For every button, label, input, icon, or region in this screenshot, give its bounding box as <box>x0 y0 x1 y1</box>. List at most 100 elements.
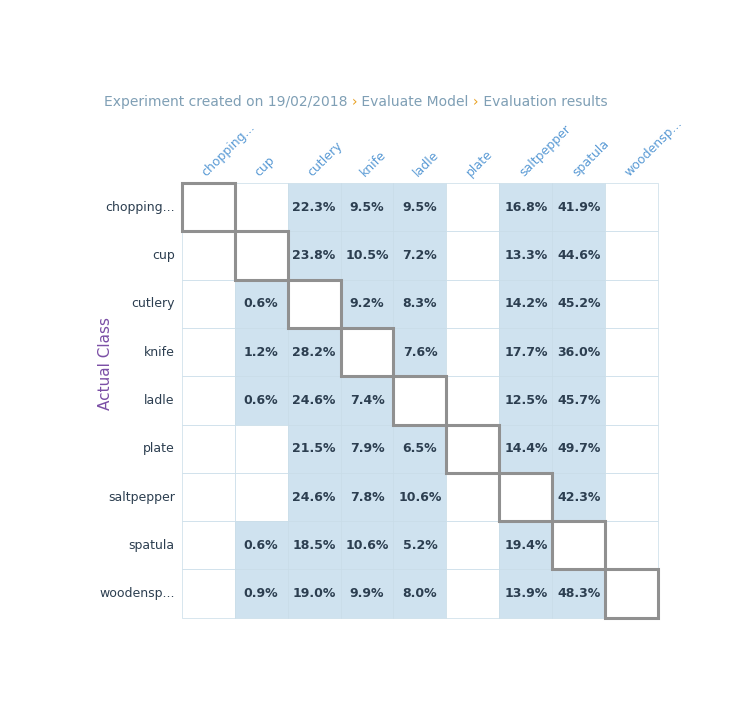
Text: ladle: ladle <box>411 148 442 179</box>
Bar <box>393 376 446 425</box>
Bar <box>446 376 499 425</box>
Bar <box>182 473 235 521</box>
Bar <box>446 425 499 473</box>
Bar <box>341 328 393 376</box>
Text: 21.5%: 21.5% <box>292 442 336 455</box>
Text: ›: › <box>352 95 357 109</box>
Bar <box>235 473 288 521</box>
Text: spatula: spatula <box>129 539 175 551</box>
Bar <box>341 232 393 280</box>
Text: 42.3%: 42.3% <box>557 490 600 503</box>
Text: 18.5%: 18.5% <box>293 539 336 551</box>
Text: 16.8%: 16.8% <box>505 201 548 214</box>
Text: cutlery: cutlery <box>131 298 175 311</box>
Text: 9.5%: 9.5% <box>402 201 437 214</box>
Text: 9.9%: 9.9% <box>350 587 385 600</box>
Text: 28.2%: 28.2% <box>293 346 336 359</box>
Text: 7.4%: 7.4% <box>350 394 385 407</box>
Bar <box>499 473 552 521</box>
Text: 19.0%: 19.0% <box>293 587 336 600</box>
Text: 44.6%: 44.6% <box>557 249 600 262</box>
Bar <box>235 425 288 473</box>
Bar <box>288 280 341 328</box>
Bar <box>499 232 552 280</box>
Text: 7.8%: 7.8% <box>350 490 385 503</box>
Text: Actual Class: Actual Class <box>98 316 113 410</box>
Text: 5.2%: 5.2% <box>402 539 437 551</box>
Text: ladle: ladle <box>144 394 175 407</box>
Bar <box>235 569 288 618</box>
Text: knife: knife <box>144 346 175 359</box>
Bar <box>341 569 393 618</box>
Text: 41.9%: 41.9% <box>557 201 600 214</box>
Bar <box>341 521 393 569</box>
Text: 45.2%: 45.2% <box>557 298 601 311</box>
Text: 17.7%: 17.7% <box>504 346 548 359</box>
Bar <box>288 183 341 232</box>
Text: chopping...: chopping... <box>199 120 257 179</box>
Text: 45.7%: 45.7% <box>557 394 601 407</box>
Bar <box>182 183 235 232</box>
Text: 10.6%: 10.6% <box>345 539 389 551</box>
Bar <box>341 280 393 328</box>
Bar <box>499 328 552 376</box>
Bar <box>288 328 341 376</box>
Bar <box>288 521 341 569</box>
Text: Evaluation results: Evaluation results <box>479 95 608 109</box>
Bar <box>499 280 552 328</box>
Bar <box>288 232 341 280</box>
Bar <box>552 232 605 280</box>
Bar <box>552 183 605 232</box>
Bar <box>605 376 658 425</box>
Text: ›: › <box>473 95 479 109</box>
Bar <box>499 376 552 425</box>
Text: 8.3%: 8.3% <box>402 298 437 311</box>
Bar <box>605 521 658 569</box>
Bar <box>393 376 446 425</box>
Bar <box>182 183 235 232</box>
Bar <box>446 569 499 618</box>
Bar <box>182 376 235 425</box>
Text: 36.0%: 36.0% <box>557 346 600 359</box>
Text: 10.6%: 10.6% <box>398 490 442 503</box>
Text: 10.5%: 10.5% <box>345 249 389 262</box>
Text: 13.3%: 13.3% <box>505 249 548 262</box>
Bar <box>393 280 446 328</box>
Bar <box>605 473 658 521</box>
Bar <box>288 473 341 521</box>
Bar <box>446 232 499 280</box>
Text: 0.9%: 0.9% <box>244 587 279 600</box>
Bar <box>341 183 393 232</box>
Bar <box>393 569 446 618</box>
Text: 49.7%: 49.7% <box>557 442 600 455</box>
Bar <box>288 376 341 425</box>
Bar <box>552 328 605 376</box>
Bar <box>605 569 658 618</box>
Text: Evaluate Model: Evaluate Model <box>357 95 473 109</box>
Bar <box>341 328 393 376</box>
Bar <box>393 328 446 376</box>
Bar <box>235 232 288 280</box>
Bar <box>393 232 446 280</box>
Text: 14.2%: 14.2% <box>504 298 548 311</box>
Bar <box>288 280 341 328</box>
Bar <box>182 328 235 376</box>
Bar <box>182 425 235 473</box>
Text: spatula: spatula <box>570 137 611 179</box>
Text: 24.6%: 24.6% <box>293 394 336 407</box>
Text: 0.6%: 0.6% <box>244 539 279 551</box>
Bar <box>341 473 393 521</box>
Bar <box>446 328 499 376</box>
Bar <box>552 569 605 618</box>
Bar <box>393 425 446 473</box>
Bar <box>605 280 658 328</box>
Bar <box>341 376 393 425</box>
Bar <box>393 183 446 232</box>
Bar <box>499 521 552 569</box>
Text: 14.4%: 14.4% <box>504 442 548 455</box>
Bar <box>499 569 552 618</box>
Bar <box>605 328 658 376</box>
Bar <box>552 280 605 328</box>
Text: plate: plate <box>464 147 496 179</box>
Text: 6.5%: 6.5% <box>402 442 437 455</box>
